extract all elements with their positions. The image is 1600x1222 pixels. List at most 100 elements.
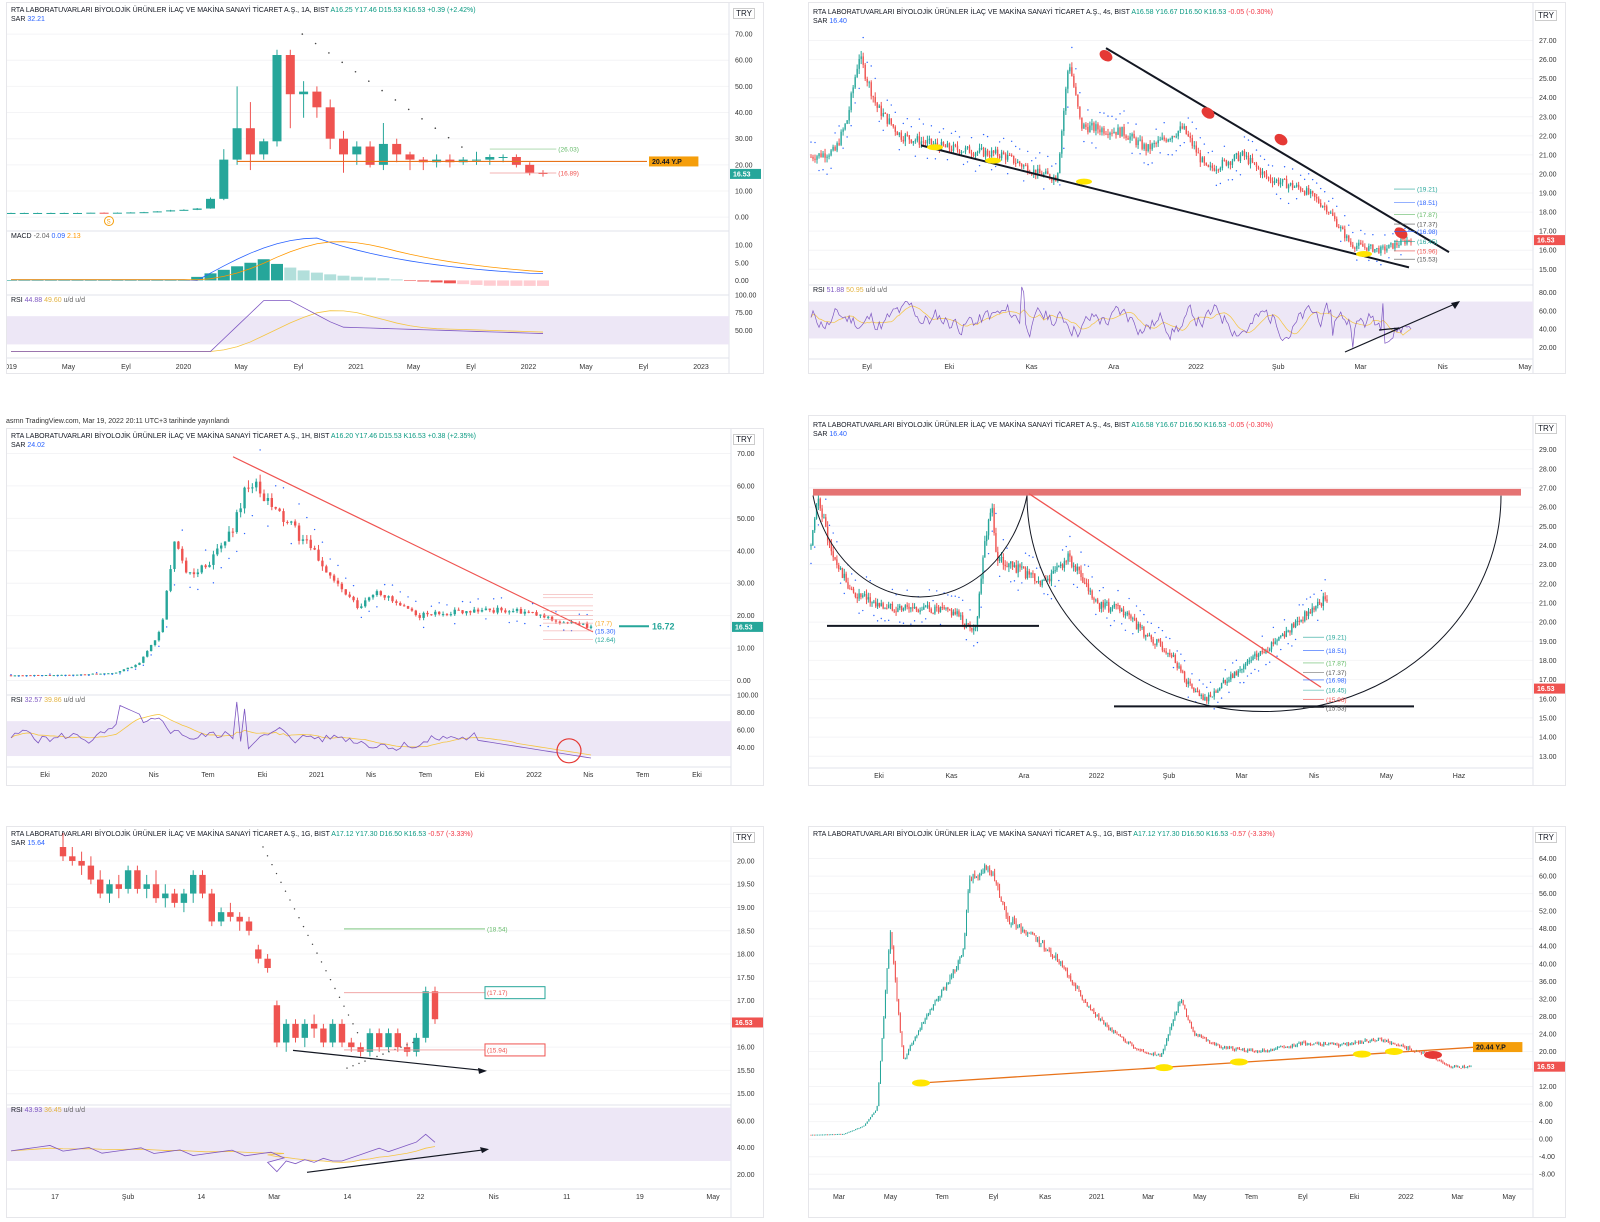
low-touch-marker xyxy=(1076,178,1092,185)
fib-level-label: (16.98) xyxy=(1326,677,1347,684)
candle xyxy=(166,210,176,212)
candle xyxy=(1115,131,1117,135)
candle xyxy=(97,879,104,894)
candle xyxy=(980,147,983,149)
x-tick-label: Tem xyxy=(419,772,432,779)
candle xyxy=(856,68,858,78)
sar-dot xyxy=(938,131,941,133)
candle xyxy=(1156,1055,1158,1057)
candle xyxy=(1324,206,1326,208)
sar-dot xyxy=(358,1062,360,1065)
x-tick-label: May xyxy=(62,364,76,371)
candle xyxy=(1298,1042,1300,1044)
candle xyxy=(1174,655,1177,663)
candle xyxy=(1143,626,1145,637)
currency-button[interactable]: TRY xyxy=(733,8,755,19)
candle xyxy=(262,493,266,501)
currency-button[interactable]: TRY xyxy=(1535,832,1557,843)
candle xyxy=(834,146,836,151)
candle xyxy=(1144,1051,1146,1053)
currency-button[interactable]: TRY xyxy=(1535,10,1557,21)
candle xyxy=(823,1134,825,1136)
candle xyxy=(60,674,63,676)
candle xyxy=(59,212,69,214)
candle xyxy=(1119,1034,1121,1037)
sar-dot xyxy=(337,564,339,567)
low-touch-marker xyxy=(985,157,1001,164)
candle xyxy=(1252,656,1254,661)
candle xyxy=(212,554,215,565)
candle xyxy=(1042,941,1044,944)
chart-panel-daily-long[interactable]: 64.00 60.00 56.00 52.00 48.00 44.00 40.00 36.00… xyxy=(808,826,1566,1218)
candle xyxy=(1093,1009,1095,1014)
candle xyxy=(219,159,229,199)
chart-panel-monthly[interactable]: 70.00 60.00 50.00 40.00 30.00 20.00 10.00 0.00(… xyxy=(6,2,764,374)
candle xyxy=(1356,1041,1358,1043)
sar-dot xyxy=(1404,227,1406,230)
candle xyxy=(1372,1039,1374,1041)
sar-dot xyxy=(251,514,254,517)
candle xyxy=(410,608,414,611)
candle xyxy=(1073,982,1075,985)
sar-dot xyxy=(338,996,341,999)
sar-dot xyxy=(290,542,292,545)
rsi-legend: RSI 43.93 36.45 u/d u/d xyxy=(11,1107,85,1114)
candle xyxy=(376,1033,383,1048)
sar-dot xyxy=(947,594,949,596)
chart-panel-weekly[interactable]: 70.00 60.00 50.00 40.00 30.00 20.00 10.00 0.00(… xyxy=(6,428,764,786)
candle xyxy=(1080,570,1082,578)
currency-button[interactable]: TRY xyxy=(1535,423,1557,434)
candle xyxy=(1164,1044,1166,1050)
sar-dot xyxy=(1051,165,1053,167)
chart-title: RTA LABORATUVARLARI BİYOLOJİK ÜRÜNLER İL… xyxy=(813,9,1273,16)
chart-panel-4h-cup[interactable]: 29.00 28.00 27.00 26.00 25.00 24.00 23.00 22.00… xyxy=(808,415,1566,786)
candle xyxy=(1118,1034,1120,1036)
chart-panel-daily-zoom[interactable]: 20.0019.5019.0018.5018.0017.5017.0016.50… xyxy=(6,826,764,1218)
candle xyxy=(1085,1000,1087,1003)
candle xyxy=(896,979,898,1000)
sar-dot xyxy=(1055,163,1057,165)
candle xyxy=(977,876,979,878)
sar-dot xyxy=(834,132,836,134)
support-touch-marker xyxy=(1155,1064,1173,1072)
candle xyxy=(982,557,984,579)
candle xyxy=(86,212,96,214)
candle xyxy=(1030,932,1032,934)
split-marker-icon xyxy=(104,216,114,226)
sar-dot xyxy=(1117,589,1119,592)
y-tick-label: 19.00 xyxy=(1539,639,1557,646)
currency-button[interactable]: TRY xyxy=(733,434,755,445)
candle xyxy=(1113,1031,1115,1033)
candle xyxy=(83,674,87,676)
sar-dot xyxy=(926,157,929,159)
candle xyxy=(843,573,845,578)
sar-dot xyxy=(1268,661,1271,663)
chart-panel-4h-wedge[interactable]: 27.00 26.00 25.00 24.00 23.00 22.00 21.00 20.00… xyxy=(808,2,1566,374)
sar-dot xyxy=(1235,170,1238,172)
x-tick-label: Eyl xyxy=(1298,1194,1308,1201)
candle xyxy=(878,1082,880,1107)
candle xyxy=(1270,1048,1272,1052)
candle xyxy=(259,141,269,155)
candle xyxy=(894,963,896,980)
y-tick-label: 25.00 xyxy=(1539,524,1557,531)
candle xyxy=(1146,634,1149,636)
candle xyxy=(846,120,848,124)
candle xyxy=(180,893,188,903)
candle xyxy=(830,1134,832,1136)
candle xyxy=(1070,976,1072,982)
candle xyxy=(1324,1042,1326,1045)
candle xyxy=(1366,1039,1368,1042)
x-tick-label: 2020 xyxy=(92,772,108,779)
candle xyxy=(1420,1051,1422,1054)
sar-dot xyxy=(876,620,879,622)
sar-dot xyxy=(1340,240,1342,243)
currency-button[interactable]: TRY xyxy=(733,832,755,843)
candle xyxy=(1017,564,1019,573)
y-tick-label: 30.00 xyxy=(735,136,753,143)
candle xyxy=(1136,1048,1138,1050)
sar-dot xyxy=(1202,683,1204,685)
sar-dot xyxy=(1384,234,1386,236)
sar-dot xyxy=(1103,112,1105,114)
candle xyxy=(1165,139,1167,142)
